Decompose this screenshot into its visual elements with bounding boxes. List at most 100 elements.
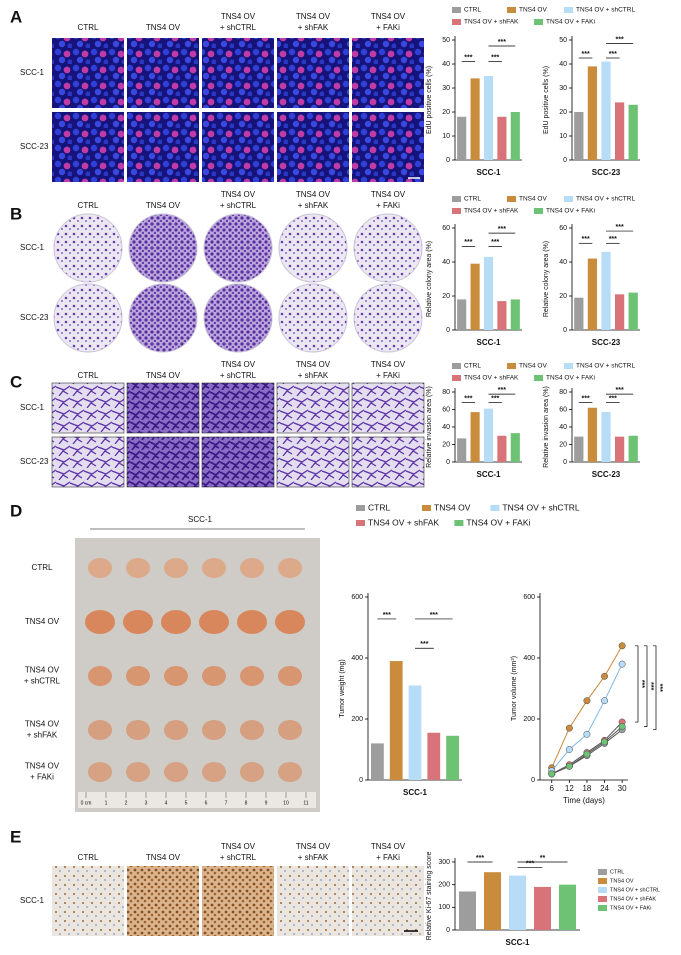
significance-bracket (635, 645, 639, 723)
y-tick-label: 600 (351, 594, 363, 601)
y-tick-label: 0 (446, 927, 450, 934)
significance-label: *** (582, 395, 590, 402)
significance-label: *** (616, 224, 624, 231)
ihc-image (352, 866, 424, 936)
significance-label: *** (526, 860, 534, 867)
x-tick-label: 12 (565, 784, 574, 793)
panel-label: B (10, 204, 22, 223)
column-label: TNS4 OV (371, 190, 406, 199)
tumor (278, 666, 302, 686)
bar (497, 116, 507, 160)
tumor (199, 610, 229, 634)
y-tick-label: 400 (523, 655, 535, 662)
panel-label: A (10, 7, 22, 26)
row-label: + shFAK (27, 731, 58, 740)
x-tick-label: 18 (582, 784, 591, 793)
row-label: TNS4 OV (25, 720, 60, 729)
bar (587, 66, 598, 160)
y-tick-label: 50 (442, 37, 450, 44)
legend-label: CTRL (464, 7, 481, 14)
legend-label: TNS4 OV (519, 7, 547, 14)
tumor (278, 720, 302, 740)
y-tick-label: 40 (559, 259, 567, 266)
significance-label: *** (491, 54, 499, 61)
tumor (126, 720, 150, 740)
x-tick-label: 30 (618, 784, 627, 793)
tumor (202, 762, 226, 782)
legend-swatch (564, 196, 573, 202)
y-tick-label: 20 (559, 109, 567, 116)
bar (574, 297, 584, 330)
y-axis-label: Relative invasion area (%) (543, 386, 550, 468)
micrograph (352, 38, 424, 108)
column-label: TNS4 OV (296, 842, 331, 851)
column-label: TNS4 OV (296, 12, 331, 21)
legend-label: CTRL (368, 502, 390, 512)
bar (470, 78, 480, 160)
legend-swatch (452, 196, 461, 202)
tumor (164, 762, 188, 782)
column-label: TNS4 OV (146, 201, 181, 210)
colony-dish (203, 213, 273, 283)
row-label: TNS4 OV (25, 762, 60, 771)
y-axis-label: Relative Ki-67 staining score (426, 852, 433, 941)
column-label: + shFAK (298, 23, 329, 32)
ruler-label: 9 (265, 800, 268, 806)
tumor (202, 558, 226, 578)
x-tick-label: SCC-23 (592, 338, 621, 347)
significance-bracket (653, 645, 657, 731)
series-marker (548, 770, 556, 778)
significance-label: *** (498, 387, 506, 394)
tumor (202, 666, 226, 686)
series-marker (565, 724, 573, 732)
invasion-image (276, 382, 350, 434)
micrograph (52, 38, 124, 108)
column-label: TNS4 OV (221, 842, 256, 851)
y-tick-label: 80 (442, 389, 450, 396)
tumor (161, 610, 191, 634)
row-label: SCC-1 (20, 896, 45, 905)
bar (614, 436, 625, 462)
invasion-image (201, 436, 275, 488)
tumor (278, 762, 302, 782)
micrograph (352, 112, 424, 182)
ihc-image (52, 866, 124, 936)
tumor (126, 558, 150, 578)
column-label: CTRL (78, 371, 99, 380)
tumor (164, 720, 188, 740)
legend-label: TNS4 OV (610, 878, 634, 884)
legend-swatch (507, 196, 516, 202)
legend-swatch (356, 505, 365, 511)
series-marker (618, 642, 626, 650)
legend-swatch (598, 869, 607, 875)
ruler (78, 792, 316, 808)
legend-swatch (422, 505, 431, 511)
y-tick-label: 10 (442, 133, 450, 140)
column-label: + shCTRL (220, 23, 257, 32)
y-tick-label: 60 (559, 225, 567, 232)
invasion-image (51, 382, 125, 434)
y-axis-label: EdU positive cells (%) (426, 66, 433, 134)
group-header: SCC-1 (188, 515, 213, 524)
column-label: + FAKi (376, 371, 400, 380)
y-tick-label: 0 (531, 777, 535, 784)
column-label: + shCTRL (220, 853, 257, 862)
ruler-label: 3 (145, 800, 148, 806)
colony-dish (128, 283, 198, 353)
tumor (240, 558, 264, 578)
bar (510, 299, 520, 330)
colony-dish (203, 283, 273, 353)
micrograph (127, 38, 199, 108)
bar (470, 412, 480, 462)
column-label: + shFAK (298, 201, 329, 210)
x-tick-label: SCC-1 (476, 338, 501, 347)
legend-swatch (598, 878, 607, 884)
x-tick-label: SCC-23 (592, 470, 621, 479)
y-tick-label: 30 (442, 85, 450, 92)
legend-label: TNS4 OV + shCTRL (576, 363, 635, 370)
y-tick-label: 20 (442, 293, 450, 300)
bar (574, 112, 584, 160)
bar (483, 256, 494, 330)
y-axis-label: EdU positive cells (%) (543, 66, 550, 134)
column-label: CTRL (78, 853, 99, 862)
